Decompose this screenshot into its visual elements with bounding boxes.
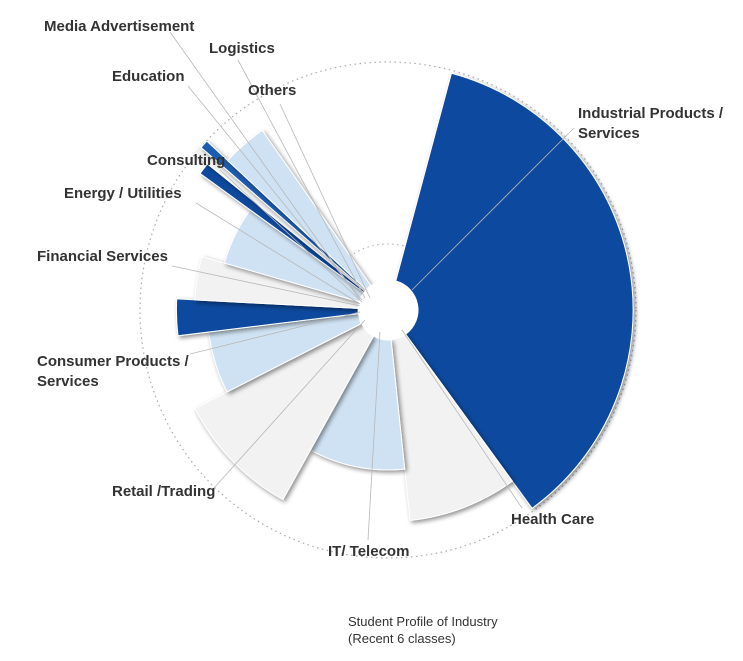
leader-lines [169, 31, 575, 541]
leader-line [189, 311, 361, 355]
label-consumer-products-services: Consumer Products / Services [37, 353, 193, 390]
label-it-telecom: IT/ Telecom [328, 543, 409, 560]
label-retail-trading: Retail /Trading [112, 483, 215, 500]
label-consulting: Consulting [147, 152, 225, 169]
leader-line [169, 31, 361, 301]
center-hole [358, 280, 418, 340]
leader-line [187, 85, 363, 301]
label-industrial-products-services: Industrial Products / Services [578, 105, 727, 142]
chart-slices [175, 72, 634, 521]
label-media-advertisement: Media Advertisement [44, 18, 194, 35]
chart-title: Student Profile of Industry [348, 614, 498, 629]
leader-line [171, 265, 361, 307]
label-industrial-line-2: Services [578, 125, 640, 142]
label-others: Others [248, 82, 296, 99]
label-health-care: Health Care [511, 511, 594, 528]
leader-line [237, 59, 366, 299]
leader-line [367, 331, 381, 541]
label-financial-services: Financial Services [37, 248, 168, 265]
leader-line [411, 127, 575, 291]
label-industrial-line-1: Industrial Products / [578, 105, 724, 122]
label-energy-utilities: Energy / Utilities [64, 185, 182, 202]
label-consumer-line-1: Consumer Products / [37, 353, 190, 370]
label-education: Education [112, 68, 185, 85]
leader-line [195, 202, 361, 305]
leader-line [401, 329, 523, 509]
outer-guide-circle [139, 61, 637, 559]
label-consumer-line-2: Services [37, 373, 99, 390]
leader-line [219, 169, 363, 303]
leader-line [279, 103, 371, 299]
leader-line [213, 319, 366, 489]
chart-subtitle: (Recent 6 classes) [348, 631, 456, 646]
label-logistics: Logistics [209, 40, 275, 57]
